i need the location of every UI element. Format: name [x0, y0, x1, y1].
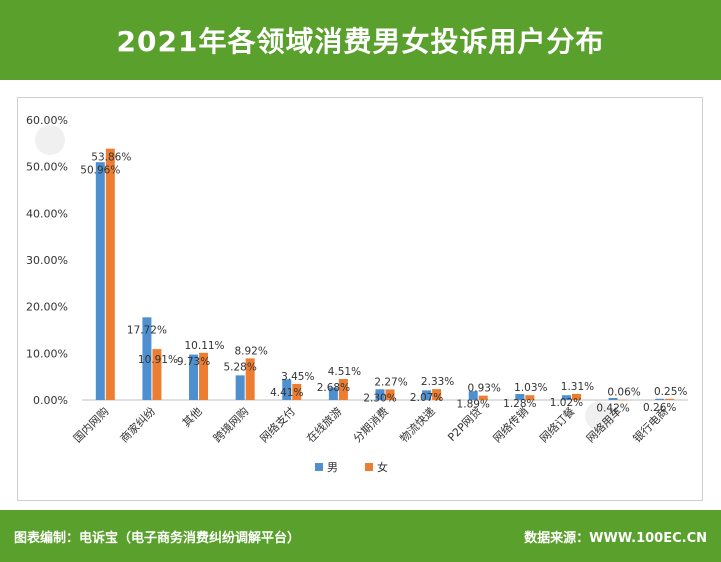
footer-source: 数据来源：WWW.100EC.CN [524, 531, 707, 546]
data-label-male: 0.26% [643, 402, 676, 414]
bar-male [282, 379, 292, 400]
bar-male [608, 398, 618, 400]
x-tick-label: 在线旅游 [303, 404, 344, 445]
bar-female [152, 349, 162, 400]
bar-female [105, 148, 115, 400]
data-label-female: 53.86% [91, 152, 131, 164]
bar-female [432, 389, 442, 400]
footer: 图表编制：电诉宝（电子商务消费纠纷调解平台） 数据来源：WWW.100EC.CN [0, 510, 721, 562]
y-tick-label: 10.00% [26, 347, 68, 360]
bar-female [292, 383, 302, 400]
bar-male [328, 387, 338, 400]
y-tick-label: 0.00% [33, 394, 68, 407]
chart-panel: 0.00% 10.00% 20.00% 30.00% 40.00% 50.00% 60.00… [17, 97, 703, 501]
bar-female [338, 378, 348, 400]
data-label-female: 4.51% [328, 366, 361, 378]
y-tick-label: 20.00% [26, 301, 68, 314]
data-label-female: 8.92% [234, 345, 267, 357]
data-label-female: 10.91% [138, 354, 178, 366]
y-tick-label: 60.00% [26, 114, 68, 127]
data-label-male: 9.73% [177, 356, 210, 368]
y-tick-label: 40.00% [26, 207, 68, 220]
data-label-male: 2.68% [317, 382, 350, 394]
x-tick-label: 网络支付 [257, 404, 298, 445]
data-label-male: 1.89% [457, 399, 490, 411]
bar-female [571, 393, 581, 400]
watermark-logo-right [585, 401, 615, 431]
footer-credit: 图表编制：电诉宝（电子商务消费纠纷调解平台） [14, 531, 301, 546]
watermark-logo-left [35, 125, 65, 155]
watermark [35, 125, 615, 431]
page-title: 2021年各领域消费男女投诉用户分布 [0, 0, 721, 80]
legend-label-male: 男 [327, 461, 338, 474]
data-label-male: 50.96% [80, 165, 120, 177]
legend-swatch-male [315, 463, 323, 471]
bar-female [199, 352, 209, 400]
data-label-male: 1.28% [503, 398, 536, 410]
data-label-female: 10.11% [185, 340, 225, 352]
x-tick-label: 其他 [180, 405, 205, 430]
y-tick-label: 30.00% [26, 254, 68, 267]
data-label-female: 2.27% [374, 376, 407, 388]
data-label-female: 0.25% [654, 386, 687, 398]
legend-label-female: 女 [377, 460, 388, 474]
data-label-female: 0.93% [468, 383, 501, 395]
bar-male [468, 391, 478, 400]
data-label-female: 3.45% [281, 371, 314, 383]
data-label-female: 1.31% [561, 381, 594, 393]
bar-male [189, 354, 199, 400]
bar-female [665, 398, 675, 400]
bar-chart: 0.00% 10.00% 20.00% 30.00% 40.00% 50.00% 60.00… [26, 114, 688, 474]
data-label-female: 1.03% [514, 382, 547, 394]
x-tick-label: 网络订餐 [537, 404, 578, 445]
bar-male [95, 162, 105, 400]
x-tick-label: 网络传销 [490, 404, 531, 445]
bar-female [245, 358, 255, 400]
x-tick-label: 跨境网购 [210, 404, 251, 445]
bar-female [385, 389, 395, 400]
bar-female [525, 395, 535, 400]
bar-male [375, 389, 385, 400]
x-tick-label: 国内网购 [70, 404, 111, 445]
bar-female [618, 399, 628, 401]
y-tick-label: 50.00% [26, 161, 68, 174]
bar-male [515, 394, 525, 400]
bar-male [655, 398, 665, 400]
x-tick-label: 物流快递 [397, 404, 438, 445]
bar-male [142, 317, 152, 400]
data-label-male: 4.41% [270, 387, 303, 399]
x-tick-label: 商家纠纷 [117, 404, 158, 445]
data-label-male: 2.07% [410, 392, 443, 404]
bar-male [422, 390, 432, 400]
data-label-male: 5.28% [223, 361, 256, 373]
data-label-male: 2.30% [363, 392, 396, 404]
data-label-female: 0.06% [607, 387, 640, 399]
x-tick-label: 分期消费 [350, 404, 391, 445]
data-label-male: 1.02% [550, 397, 583, 409]
data-label-female: 2.33% [421, 376, 454, 388]
data-label-male: 0.42% [596, 403, 629, 415]
bar-female [478, 395, 488, 400]
legend-swatch-female [365, 463, 373, 471]
bar-male [235, 375, 245, 400]
data-label-male: 17.72% [127, 324, 167, 336]
bar-male [561, 395, 571, 400]
